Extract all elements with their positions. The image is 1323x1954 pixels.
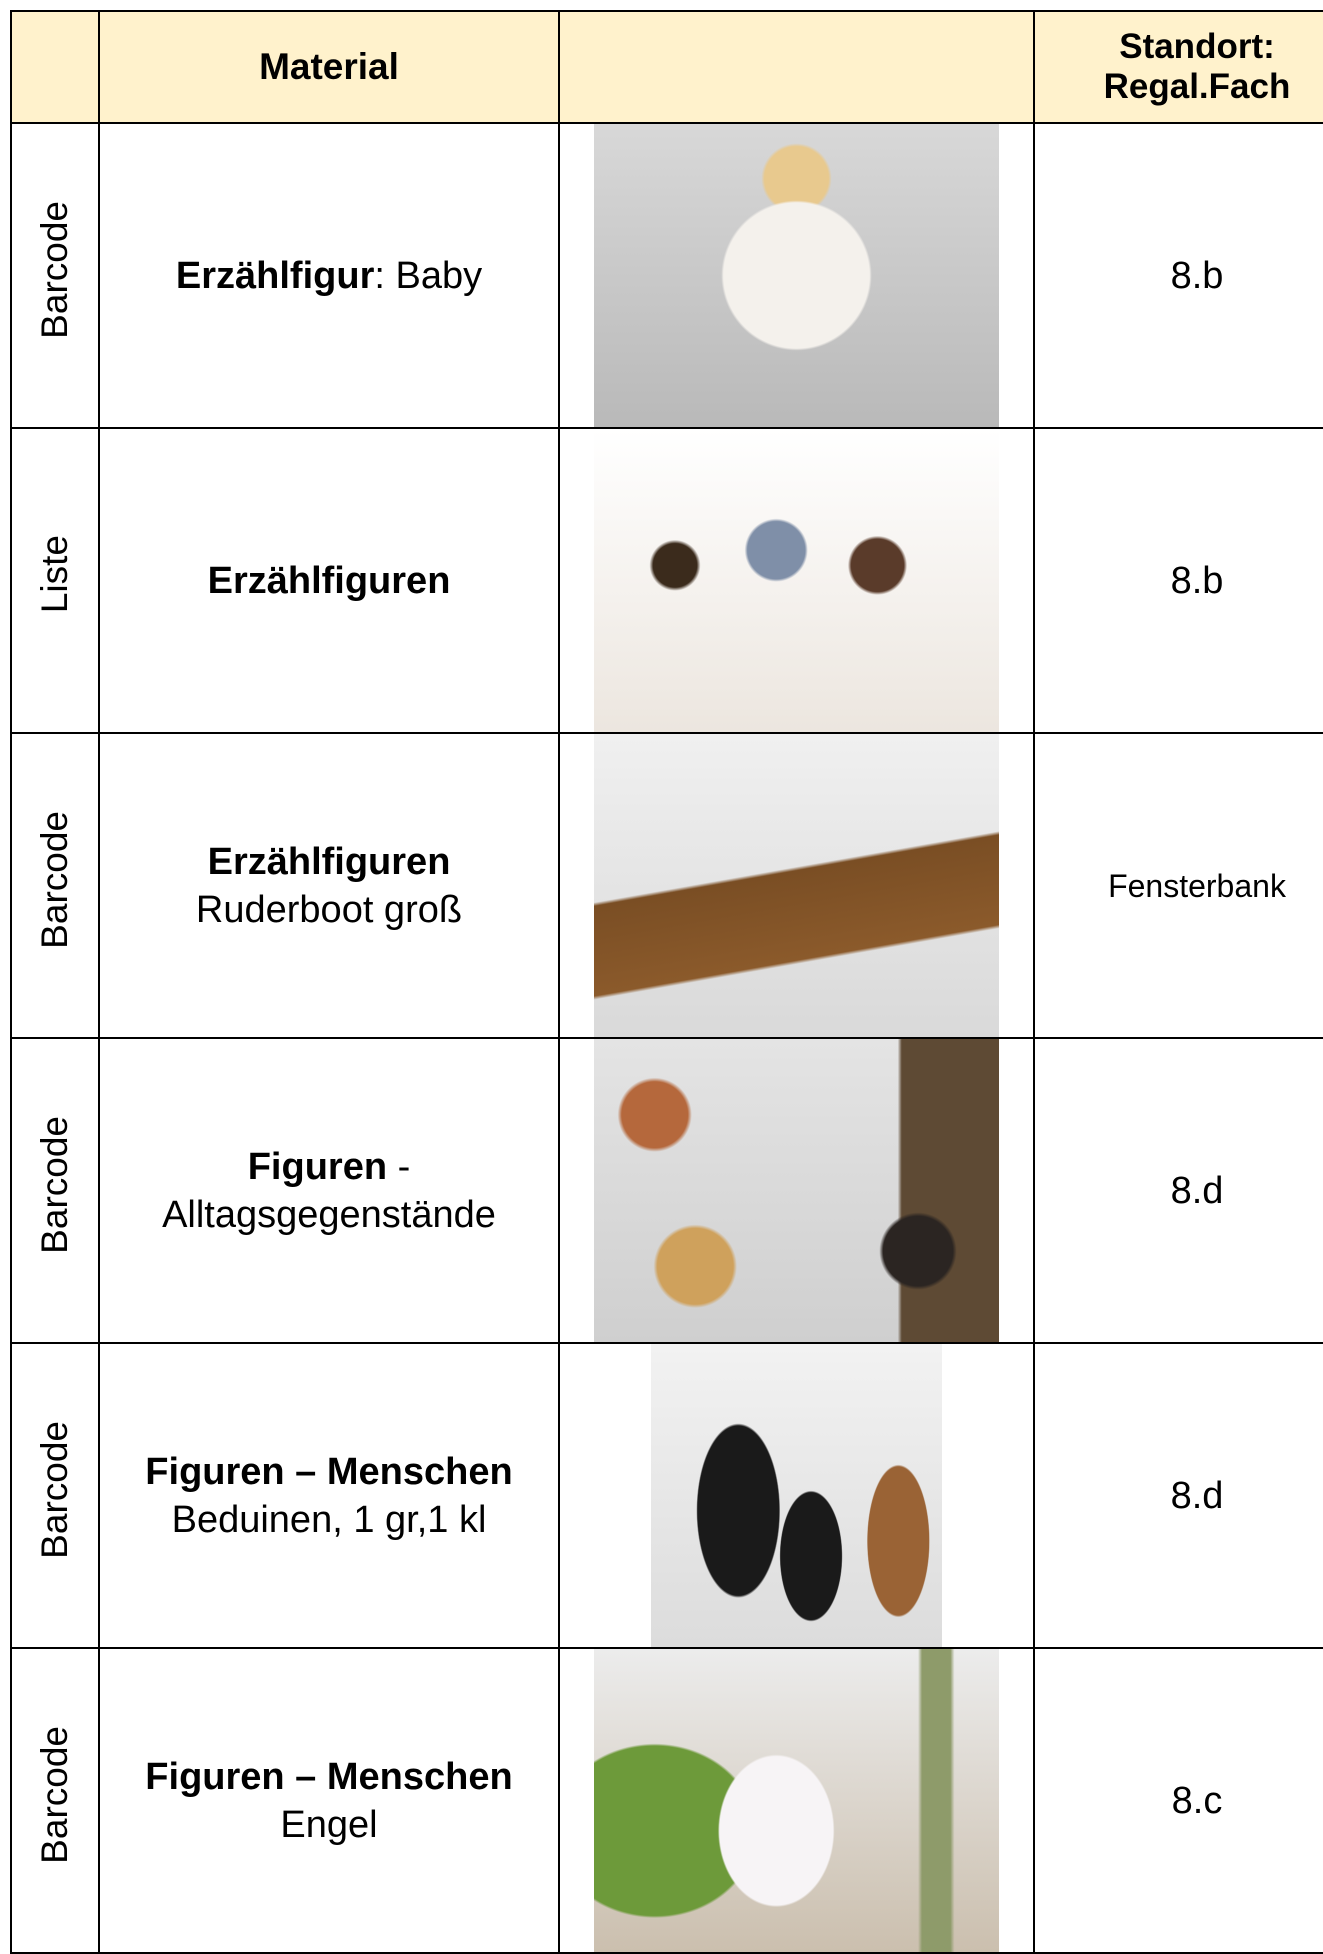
header-material: Material [98, 10, 560, 124]
code-label: Barcode [34, 1725, 75, 1864]
material-line: Figuren – Menschen [100, 1448, 558, 1496]
code-cell: Barcode [10, 1037, 100, 1344]
photo [594, 125, 999, 426]
material-suffix: - [397, 1145, 411, 1188]
material-cell: Figuren – Menschen Beduinen, 1 gr,1 kl [98, 1342, 560, 1649]
code-cell: Liste [10, 427, 100, 734]
photo [594, 735, 999, 1036]
code-cell: Barcode [10, 122, 100, 429]
code-cell: Barcode [10, 1342, 100, 1649]
location-cell: 8.b [1033, 122, 1323, 429]
photo [594, 1040, 999, 1341]
image-cell [558, 1647, 1035, 1954]
header-cell [10, 10, 100, 124]
location-label: 8.b [1170, 559, 1224, 602]
location-label: 8.b [1170, 254, 1224, 297]
location-cell: 8.c [1033, 1647, 1323, 1954]
location-label: 8.d [1170, 1474, 1224, 1517]
table-row: Barcode Figuren – Menschen Engel 8.c [10, 1647, 1323, 1954]
material-cell: Erzählfiguren [98, 427, 560, 734]
material-cell: Figuren - Alltagsgegenstände [98, 1037, 560, 1344]
material-title: Erzählfiguren [207, 840, 451, 883]
material-line: Erzählfiguren [100, 838, 558, 886]
material-title: Erzählfiguren [207, 559, 451, 602]
photo [651, 1345, 942, 1646]
material-subtitle: Ruderboot groß [195, 888, 463, 931]
material-title: Figuren [247, 1145, 388, 1188]
image-cell [558, 1037, 1035, 1344]
table-row: Barcode Erzählfigur: Baby 8.b [10, 122, 1323, 429]
code-label: Barcode [34, 810, 75, 949]
material-line: Figuren – Menschen [100, 1753, 558, 1801]
material-cell: Figuren – Menschen Engel [98, 1647, 560, 1954]
code-cell: Barcode [10, 732, 100, 1039]
image-cell [558, 1342, 1035, 1649]
material-subtitle: Alltagsgegenstände [162, 1193, 496, 1236]
location-cell: 8.d [1033, 1342, 1323, 1649]
material-subtitle: Engel [280, 1803, 378, 1846]
code-cell: Barcode [10, 1647, 100, 1954]
location-cell: Fensterbank [1033, 732, 1323, 1039]
table-row: Liste Erzählfiguren 8.b [10, 427, 1323, 734]
location-label: Fensterbank [1108, 867, 1286, 904]
header-row: Material Standort: Regal.Fach [10, 10, 1323, 124]
material-table: Material Standort: Regal.Fach Barcode Erz… [10, 10, 1323, 1954]
location-label: 8.c [1171, 1779, 1223, 1822]
material-title: Figuren – Menschen [145, 1450, 513, 1493]
image-cell [558, 427, 1035, 734]
table-body: Barcode Erzählfigur: Baby 8.b Liste Erzählfi… [10, 122, 1323, 1954]
material-title: Erzählfigur [175, 254, 375, 297]
material-cell: Erzählfiguren Ruderboot groß [98, 732, 560, 1039]
table-row: Barcode Figuren - Alltagsgegenstände 8.d [10, 1037, 1323, 1344]
photo [594, 430, 999, 731]
location-label: 8.d [1170, 1169, 1224, 1212]
image-cell [558, 732, 1035, 1039]
image-cell [558, 122, 1035, 429]
material-suffix: : Baby [374, 254, 483, 297]
material-cell: Erzählfigur: Baby [98, 122, 560, 429]
table-row: Barcode Figuren – Menschen Beduinen, 1 gr,… [10, 1342, 1323, 1649]
material-line: Erzählfigur: Baby [100, 252, 558, 300]
code-label: Barcode [34, 1115, 75, 1254]
table-row: Barcode Erzählfiguren Ruderboot groß Fenste… [10, 732, 1323, 1039]
photo [594, 1650, 999, 1951]
material-line: Erzählfiguren [100, 557, 558, 605]
location-cell: 8.d [1033, 1037, 1323, 1344]
location-cell: 8.b [1033, 427, 1323, 734]
code-label: Barcode [34, 200, 75, 339]
header-cell [558, 10, 1035, 124]
material-line: Figuren - [100, 1143, 558, 1191]
material-title: Figuren – Menschen [145, 1755, 513, 1798]
code-label: Liste [34, 535, 75, 614]
material-subtitle: Beduinen, 1 gr,1 kl [171, 1498, 487, 1541]
code-label: Barcode [34, 1420, 75, 1559]
header-location: Standort: Regal.Fach [1033, 10, 1323, 124]
